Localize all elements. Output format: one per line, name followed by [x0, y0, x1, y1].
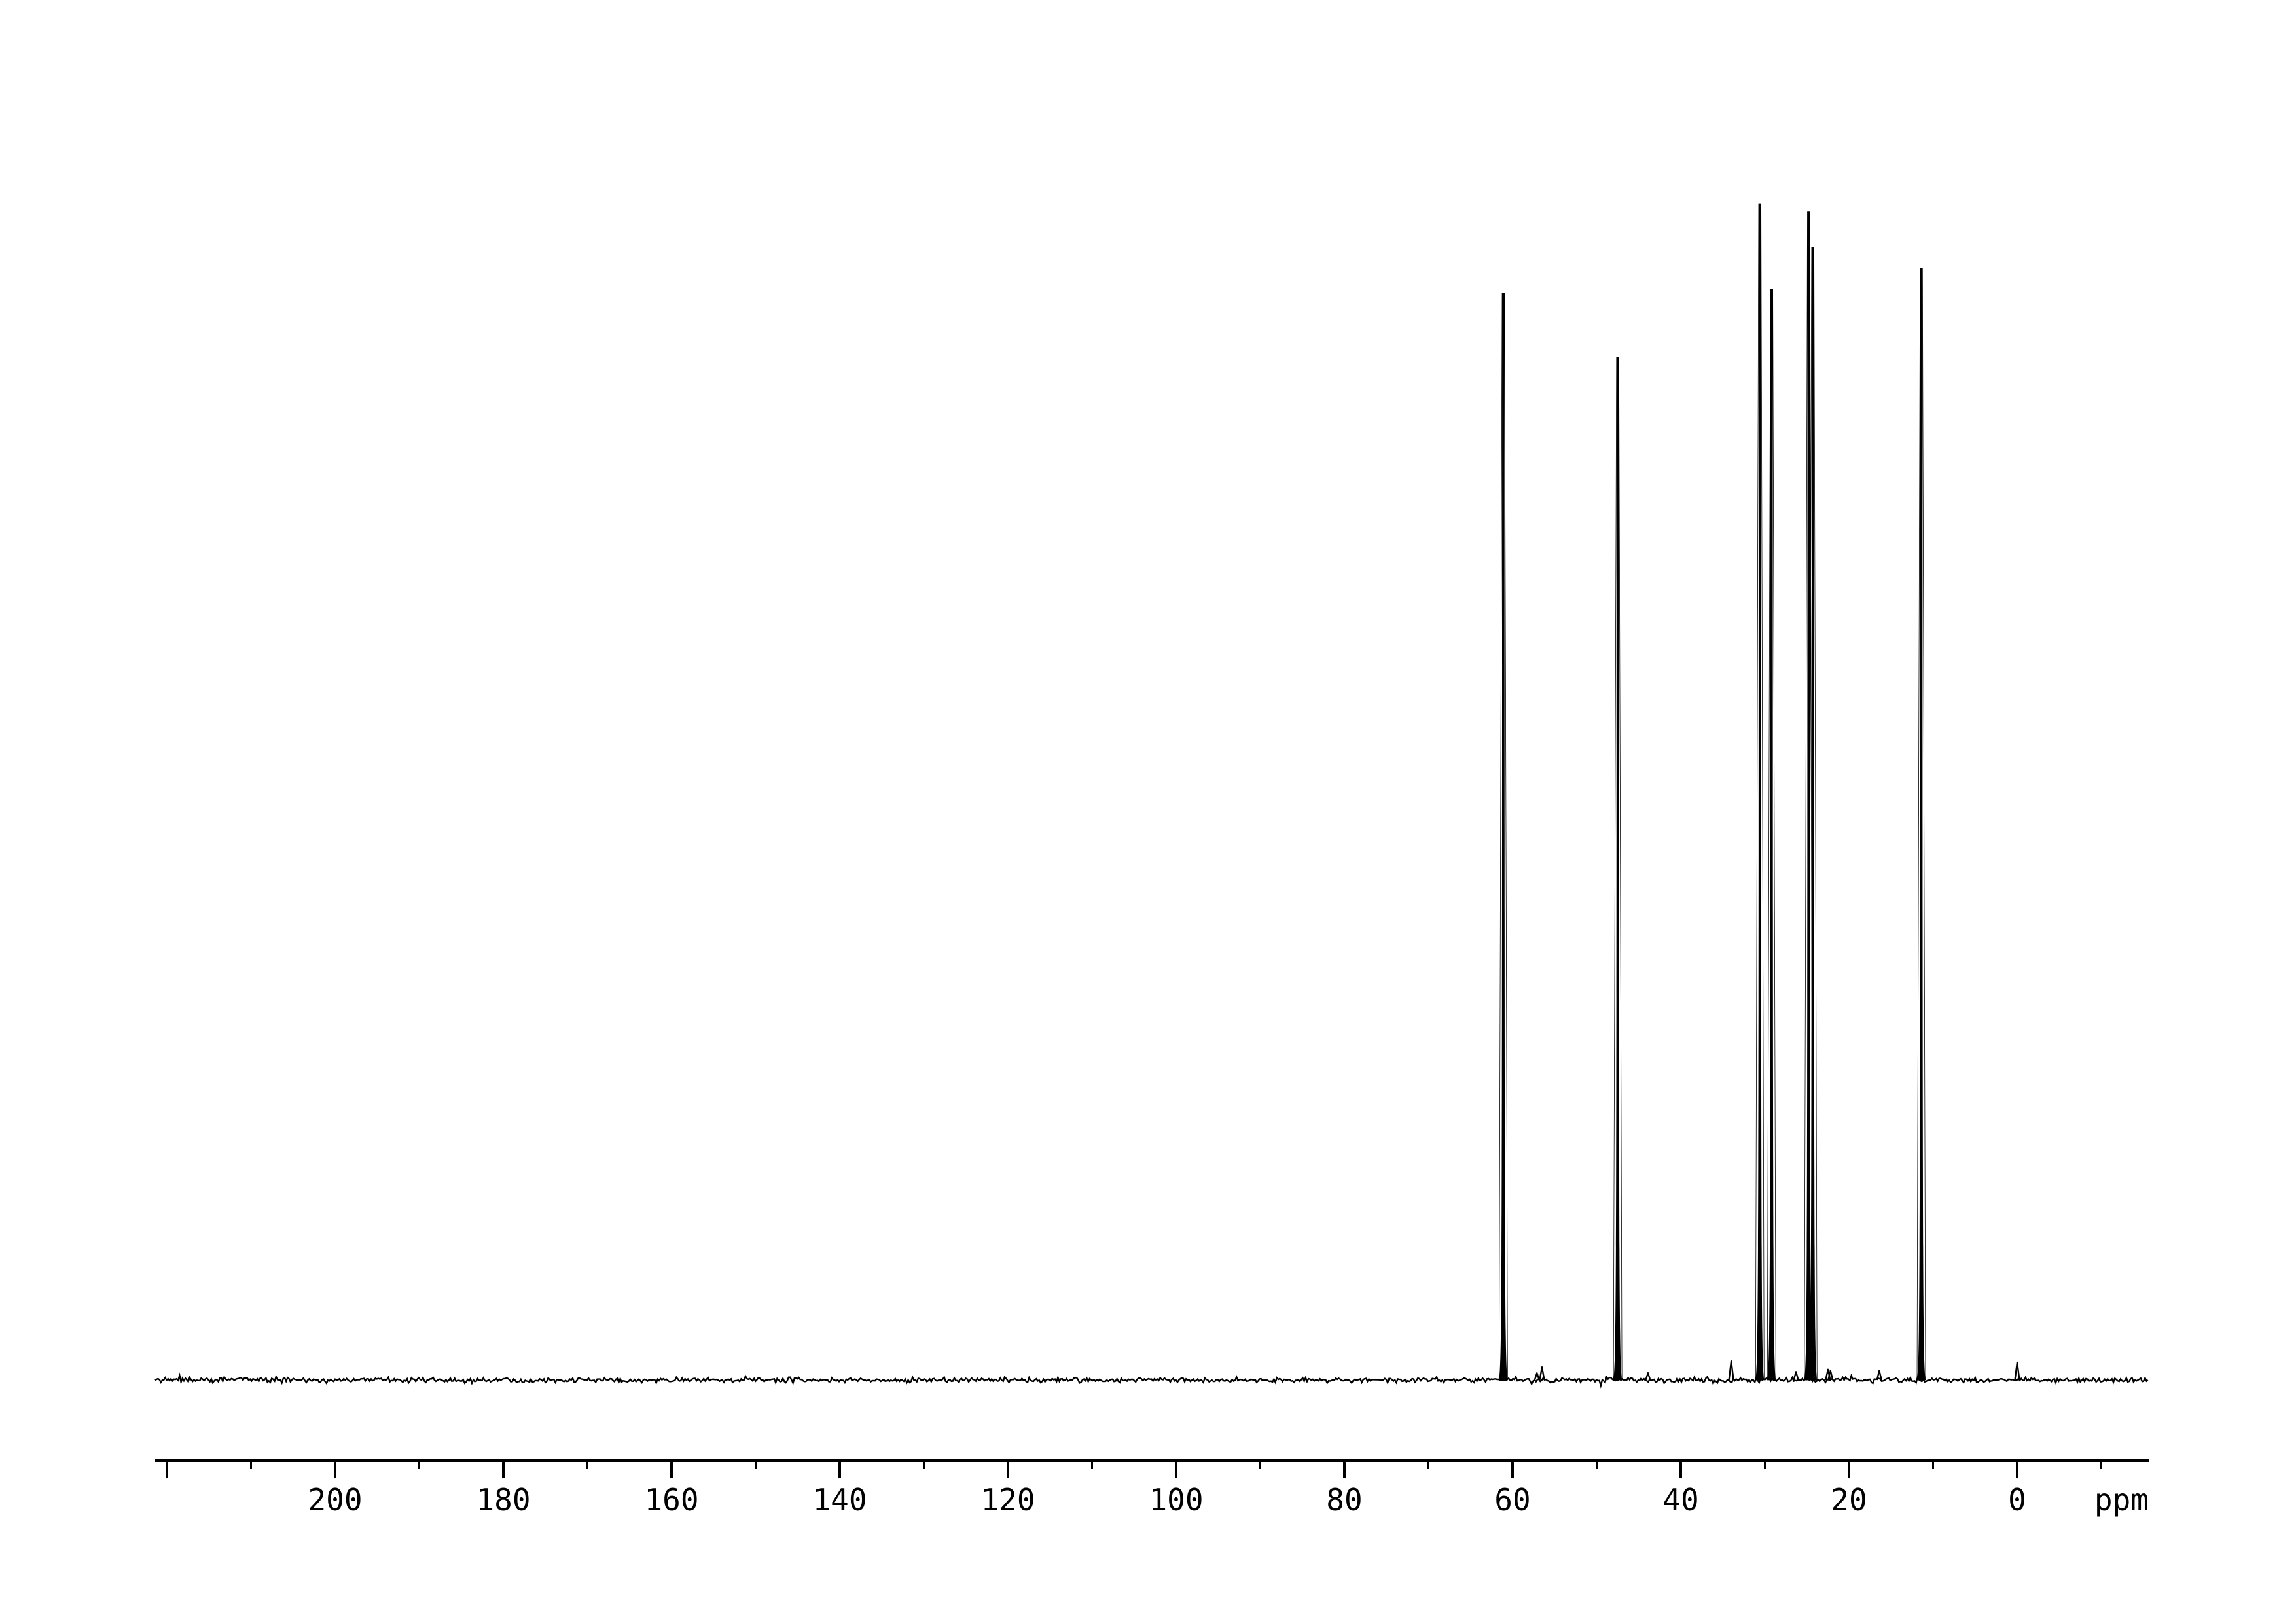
minor-peak — [1793, 1371, 1799, 1381]
peak-line — [1916, 268, 1926, 1381]
minor-peak — [2014, 1361, 2020, 1381]
minor-peak — [1534, 1372, 1540, 1381]
peak-line — [1613, 357, 1623, 1381]
x-axis-tick-label: 20 — [1831, 1482, 1867, 1518]
x-axis-tick-label: 140 — [812, 1482, 867, 1518]
x-axis-tick-label: 180 — [476, 1482, 530, 1518]
minor-peak — [1539, 1366, 1545, 1381]
x-axis-tick-label: 60 — [1494, 1482, 1530, 1518]
peak-line — [1498, 293, 1508, 1381]
minor-peak — [1827, 1370, 1834, 1381]
baseline-noise-trace — [154, 1372, 2149, 1389]
peak-line — [1755, 203, 1765, 1381]
minor-peak — [1645, 1372, 1651, 1381]
x-axis-tick-label: 200 — [308, 1482, 362, 1518]
x-axis-tick-label: 100 — [1149, 1482, 1203, 1518]
minor-peak — [1876, 1370, 1882, 1381]
x-axis-tick-label: 120 — [980, 1482, 1035, 1518]
x-axis-tick-label: 40 — [1662, 1482, 1698, 1518]
minor-peak — [1728, 1360, 1734, 1381]
x-axis-tick-label: 80 — [1326, 1482, 1362, 1518]
x-axis-tick-label: 160 — [644, 1482, 698, 1518]
x-axis-tick-label: 0 — [2008, 1482, 2026, 1518]
x-axis-unit-label: ppm — [2094, 1482, 2149, 1518]
peak-line — [1767, 289, 1776, 1381]
